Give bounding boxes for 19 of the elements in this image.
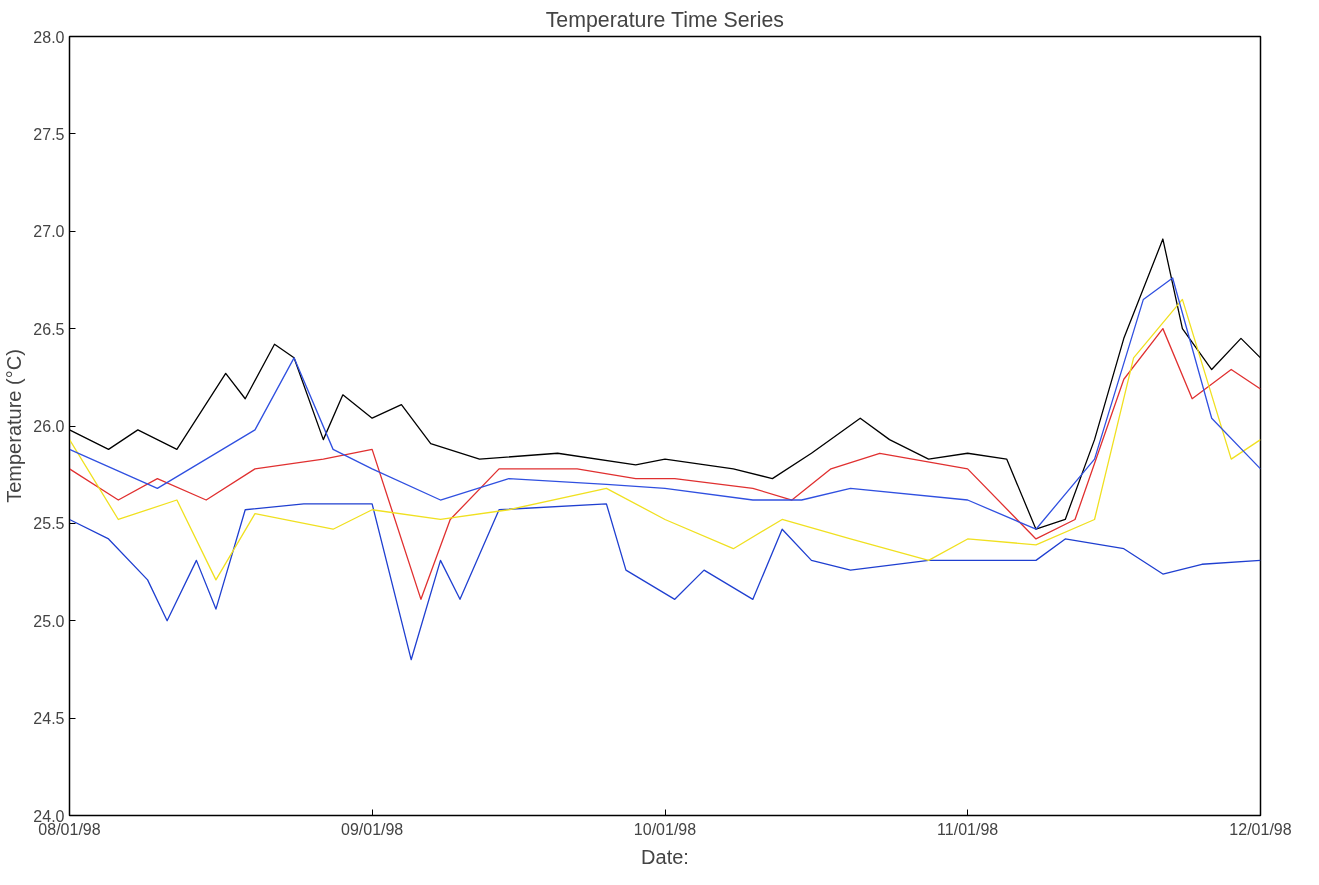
line-series bbox=[69, 503, 1261, 661]
y-axis-title: Temperature (°C) bbox=[3, 349, 26, 503]
line-series bbox=[69, 298, 1261, 581]
x-tick-label: 08/01/98 bbox=[38, 820, 101, 838]
y-tick-label: 25.0 bbox=[33, 612, 65, 630]
line-series bbox=[69, 327, 1261, 600]
x-axis-title: Date: bbox=[641, 845, 689, 868]
x-tick-label: 09/01/98 bbox=[340, 820, 404, 838]
x-tick-label: 10/01/98 bbox=[633, 820, 697, 838]
y-tick-label: 25.5 bbox=[33, 515, 65, 533]
x-tick-label: 12/01/98 bbox=[1229, 820, 1292, 838]
chart-title: Temperature Time Series bbox=[545, 7, 784, 32]
y-tick-label: 24.5 bbox=[33, 710, 65, 728]
y-tick-label: 27.0 bbox=[33, 223, 65, 241]
y-tick-label: 27.5 bbox=[33, 125, 65, 143]
y-tick-label: 26.5 bbox=[33, 320, 65, 338]
y-tick-label: 26.0 bbox=[33, 418, 65, 435]
y-tick-label: 28.0 bbox=[33, 28, 65, 46]
x-tick-label: 11/01/98 bbox=[937, 820, 999, 838]
